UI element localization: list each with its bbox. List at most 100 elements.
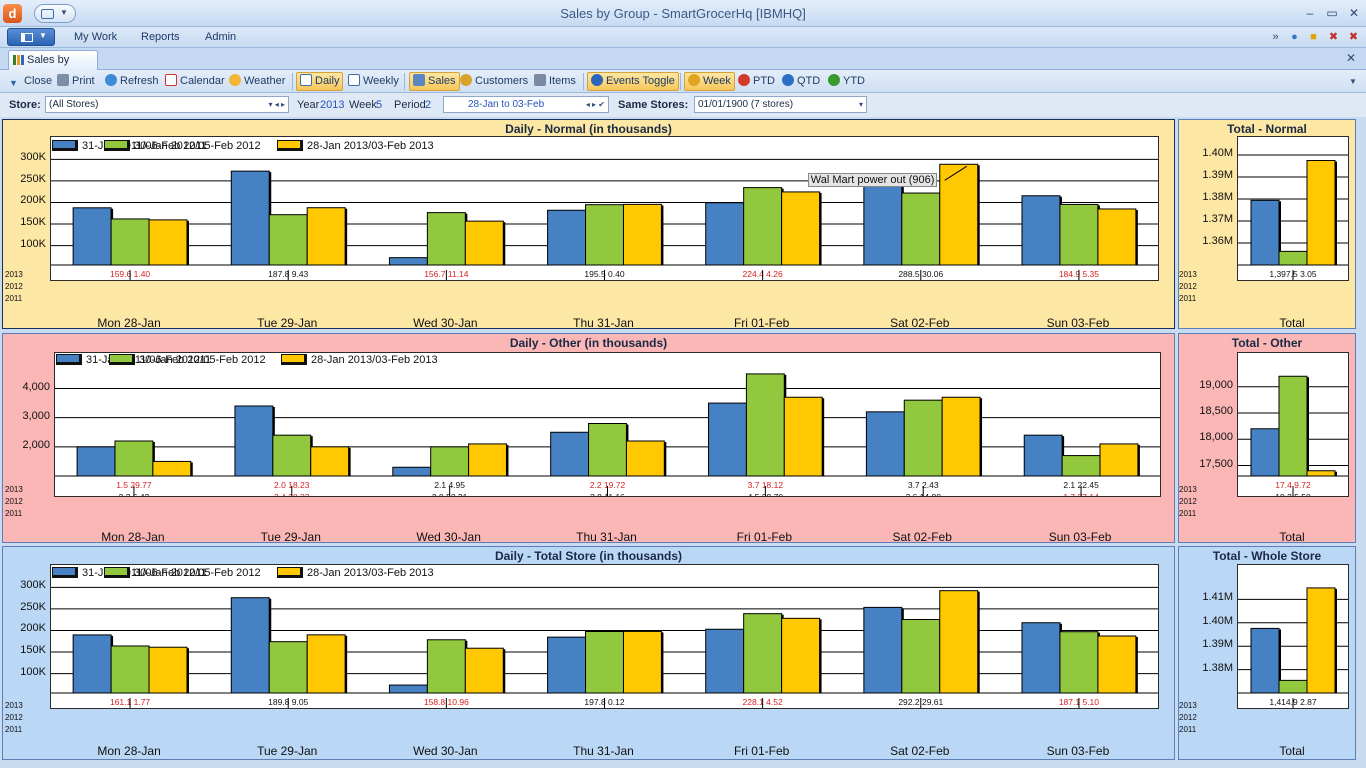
bar-2-6[interactable] [1097,208,1137,266]
bar-0-6[interactable] [1021,195,1061,266]
bar-1-0[interactable] [1278,679,1308,694]
bar-2-0[interactable] [1306,470,1336,477]
help-icon[interactable]: ● [1291,31,1298,43]
bar-2-4[interactable] [783,396,823,477]
bar-2-1[interactable] [310,446,350,477]
week-value[interactable]: 5 [376,99,383,111]
bar-1-2[interactable] [430,446,470,477]
bar-2-6[interactable] [1099,443,1139,477]
legend-item-1[interactable]: 30-Jan 2012/05-Feb 2012 [104,138,261,154]
calendar-button[interactable]: Calendar [165,72,225,91]
close-button[interactable]: ▼ Close [9,75,53,88]
bar-1-3[interactable] [585,204,624,266]
bar-1-3[interactable] [588,423,627,477]
bar-1-4[interactable] [745,373,785,477]
year-value[interactable]: 2013 [320,99,345,111]
bar-2-3[interactable] [622,203,662,266]
bar-1-3[interactable] [585,630,624,694]
ptd-button[interactable]: PTD [738,72,775,91]
exit-icon[interactable]: ✖ [1348,31,1359,43]
bar-0-2[interactable] [388,684,428,694]
bar-2-5[interactable] [941,396,981,477]
bar-0-5[interactable] [863,606,903,694]
bar-2-4[interactable] [781,617,821,694]
bar-1-6[interactable] [1059,631,1099,694]
legend-item-2[interactable]: 28-Jan 2013/03-Feb 2013 [281,352,438,368]
close-user-icon[interactable]: ✖ [1328,31,1339,43]
bar-1-5[interactable] [903,399,943,477]
bar-0-3[interactable] [550,431,590,477]
print-button[interactable]: Print [57,72,95,91]
store-select[interactable]: (All Stores) ▾ ◂ ▸ [45,96,289,113]
date-range-nav-icon[interactable]: ◂ ▸ ✔ [585,100,605,109]
bar-1-6[interactable] [1061,455,1101,477]
bar-2-3[interactable] [622,630,662,694]
bar-0-2[interactable] [388,257,428,266]
qtd-button[interactable]: QTD [782,72,820,91]
close-window-button[interactable]: ✕ [1348,6,1360,20]
bar-1-1[interactable] [268,641,308,694]
quick-access-toolbar-button[interactable]: ▼ [34,4,76,23]
bar-2-5[interactable] [939,163,979,266]
legend-item-2[interactable]: 28-Jan 2013/03-Feb 2013 [277,138,434,154]
bar-2-3[interactable] [625,440,665,477]
sales-button[interactable]: Sales [409,72,460,91]
bar-1-5[interactable] [901,618,941,694]
bar-0-4[interactable] [705,628,745,694]
bar-0-1[interactable] [230,170,270,266]
bar-0-0[interactable] [72,634,112,694]
collapse-ribbon-icon[interactable]: » [1272,31,1279,43]
bar-0-0[interactable] [76,446,116,477]
bar-1-2[interactable] [426,212,466,266]
menu-admin[interactable]: Admin [205,31,237,43]
bar-1-0[interactable] [110,218,150,266]
bar-1-0[interactable] [114,440,154,477]
event-annotation[interactable]: Wal Mart power out (906) [807,173,938,188]
bar-1-4[interactable] [743,187,783,266]
bar-1-4[interactable] [743,613,783,694]
bar-2-2[interactable] [464,647,504,694]
tab-sales-by-group[interactable]: Sales by Group [8,50,98,84]
bar-2-6[interactable] [1097,635,1137,694]
app-menu-button[interactable]: ▼ [7,28,55,46]
bar-2-1[interactable] [306,634,346,694]
close-tab-button[interactable]: ✕ [1345,51,1356,65]
bar-1-1[interactable] [272,434,312,477]
bar-1-0[interactable] [1278,375,1308,477]
bar-0-1[interactable] [230,597,270,694]
bar-1-2[interactable] [426,639,466,694]
refresh-button[interactable]: Refresh [105,72,159,91]
toolbar-overflow-icon[interactable]: ▼ [1349,77,1357,86]
store-select-arrows-icon[interactable]: ▾ ◂ ▸ [268,100,286,109]
bar-2-0[interactable] [148,646,188,694]
customers-button[interactable]: Customers [460,72,528,91]
bar-0-4[interactable] [705,202,745,266]
bar-1-6[interactable] [1059,203,1099,266]
bar-0-3[interactable] [547,636,587,694]
items-button[interactable]: Items [534,72,576,91]
week-button[interactable]: Week [684,72,735,91]
legend-item-1[interactable]: 30-Jan 2012/05-Feb 2012 [104,565,261,581]
bar-0-5[interactable] [865,411,905,477]
bar-0-5[interactable] [863,180,903,266]
events-toggle-button[interactable]: Events Toggle [587,72,679,91]
bar-0-6[interactable] [1023,434,1063,477]
bar-0-4[interactable] [708,402,747,477]
lock-icon[interactable]: ■ [1310,31,1317,43]
bar-2-5[interactable] [939,590,979,694]
bar-1-0[interactable] [1278,250,1308,266]
bar-0-6[interactable] [1021,622,1061,694]
bar-2-0[interactable] [148,219,188,266]
maximize-button[interactable]: ▭ [1326,6,1338,20]
bar-0-1[interactable] [234,405,274,477]
bar-1-0[interactable] [110,645,150,694]
weather-button[interactable]: Weather [229,72,285,91]
bar-2-1[interactable] [306,207,346,266]
weekly-button[interactable]: Weekly [348,72,399,91]
menu-my-work[interactable]: My Work [74,31,118,43]
bar-0-0[interactable] [1250,199,1280,266]
bar-2-0[interactable] [152,460,192,477]
bar-2-2[interactable] [468,443,507,477]
legend-item-2[interactable]: 28-Jan 2013/03-Feb 2013 [277,565,434,581]
period-value[interactable]: 2 [425,99,432,111]
